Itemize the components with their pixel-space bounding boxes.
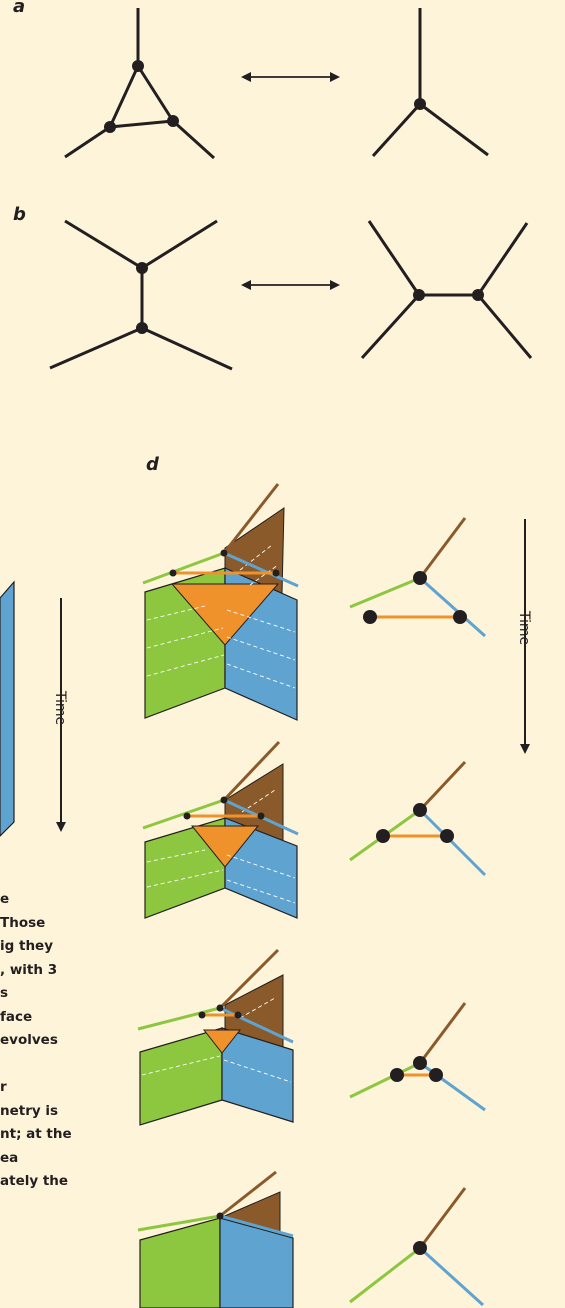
panel-b-label: b xyxy=(13,204,26,225)
caption-line: e xyxy=(0,891,10,907)
panel-a-triangle-nodes xyxy=(104,60,179,133)
panel-a-single-vertex xyxy=(371,8,489,158)
time-label-d: Time xyxy=(516,610,533,646)
caption-line: s xyxy=(0,985,9,1001)
panel-a-label: a xyxy=(13,0,26,17)
caption-line: evolves xyxy=(0,1032,58,1048)
panel-c-blue-sheet xyxy=(0,580,15,837)
panel-d-graph-step-2 xyxy=(349,760,487,877)
caption-line xyxy=(0,1053,100,1077)
panel-d-sheets-step-3 xyxy=(137,948,294,1126)
panel-b-horizontal-edge xyxy=(360,220,533,360)
caption-line: netry is xyxy=(0,1102,59,1119)
caption-line: face xyxy=(0,1008,33,1025)
panel-d-graph-step-1 xyxy=(349,517,486,638)
caption-line: nt; at the xyxy=(0,1126,72,1142)
caption-line: , with 3 xyxy=(0,961,58,978)
panel-d-sheets-step-2 xyxy=(142,740,299,919)
panel-d-sheets-step-4 xyxy=(137,1170,294,1308)
caption-line: ig they xyxy=(0,938,54,954)
panel-b-vertical-edge xyxy=(49,219,233,371)
panel-d-graph-step-3 xyxy=(349,1002,486,1112)
panel-a-triangle-vertex xyxy=(64,8,216,160)
panel-d-graph-step-4 xyxy=(349,1187,485,1307)
panel-d-label: d xyxy=(146,454,159,475)
time-label-c: Time xyxy=(52,690,69,726)
caption-line: r xyxy=(0,1079,7,1095)
caption-line: ea xyxy=(0,1149,19,1166)
panel-b-horizontal-nodes xyxy=(413,289,484,301)
caption-fragment: e Those ig they , with 3 s face evolves r netry… xyxy=(0,888,100,1194)
panel-b-vertical-nodes xyxy=(136,262,148,334)
panel-d-sheets-step-1 xyxy=(142,483,299,721)
caption-line: Those xyxy=(0,914,46,931)
caption-line: ately the xyxy=(0,1173,69,1189)
panel-a-single-node xyxy=(414,98,426,110)
